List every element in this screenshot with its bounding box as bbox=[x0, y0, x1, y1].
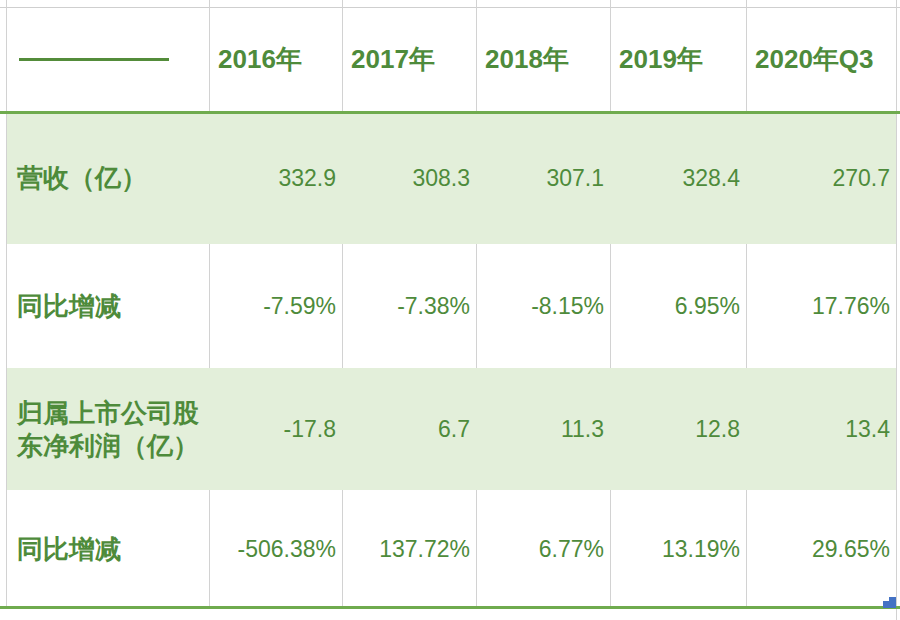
table-cell[interactable]: -17.8 bbox=[210, 368, 343, 491]
corner-handle-icon[interactable] bbox=[883, 597, 896, 608]
table-cell[interactable]: 29.65% bbox=[747, 491, 897, 607]
table-cell[interactable]: 308.3 bbox=[343, 112, 477, 245]
column-header-2016[interactable]: 2016年 bbox=[210, 7, 343, 112]
header-dash-line bbox=[19, 58, 169, 61]
table-cell[interactable]: 6.95% bbox=[611, 245, 747, 368]
table-cell[interactable]: 17.76% bbox=[747, 245, 897, 368]
row-label-net-profit[interactable]: 归属上市公司股 东净利润（亿） bbox=[7, 368, 210, 491]
table-cell[interactable]: 13.19% bbox=[611, 491, 747, 607]
corner-handle-step bbox=[889, 597, 896, 608]
table-cell[interactable]: 12.8 bbox=[611, 368, 747, 491]
column-header-2018[interactable]: 2018年 bbox=[477, 7, 611, 112]
table-cell[interactable]: -506.38% bbox=[210, 491, 343, 607]
column-header-2017[interactable]: 2017年 bbox=[343, 7, 477, 112]
row-label-yoy-net-profit[interactable]: 同比增减 bbox=[7, 491, 210, 607]
table-cell[interactable]: -7.59% bbox=[210, 245, 343, 368]
table-cell[interactable]: 328.4 bbox=[611, 112, 747, 245]
column-header-2019[interactable]: 2019年 bbox=[611, 7, 747, 112]
financial-table: 2016年 2017年 2018年 2019年 2020年Q3 营收（亿） 33… bbox=[7, 7, 897, 607]
table-cell[interactable]: 270.7 bbox=[747, 112, 897, 245]
table-cell[interactable]: 11.3 bbox=[477, 368, 611, 491]
row-label-yoy-revenue[interactable]: 同比增减 bbox=[7, 245, 210, 368]
table-cell[interactable]: 307.1 bbox=[477, 112, 611, 245]
table-cell[interactable]: 137.72% bbox=[343, 491, 477, 607]
table-cell[interactable]: 332.9 bbox=[210, 112, 343, 245]
table-cell[interactable]: 6.77% bbox=[477, 491, 611, 607]
table-cell[interactable]: 6.7 bbox=[343, 368, 477, 491]
table-cell[interactable]: -7.38% bbox=[343, 245, 477, 368]
table-cell[interactable]: 13.4 bbox=[747, 368, 897, 491]
table-corner-cell[interactable] bbox=[7, 7, 210, 112]
row-label-revenue[interactable]: 营收（亿） bbox=[7, 112, 210, 245]
column-header-2020q3[interactable]: 2020年Q3 bbox=[747, 7, 897, 112]
table-cell[interactable]: -8.15% bbox=[477, 245, 611, 368]
